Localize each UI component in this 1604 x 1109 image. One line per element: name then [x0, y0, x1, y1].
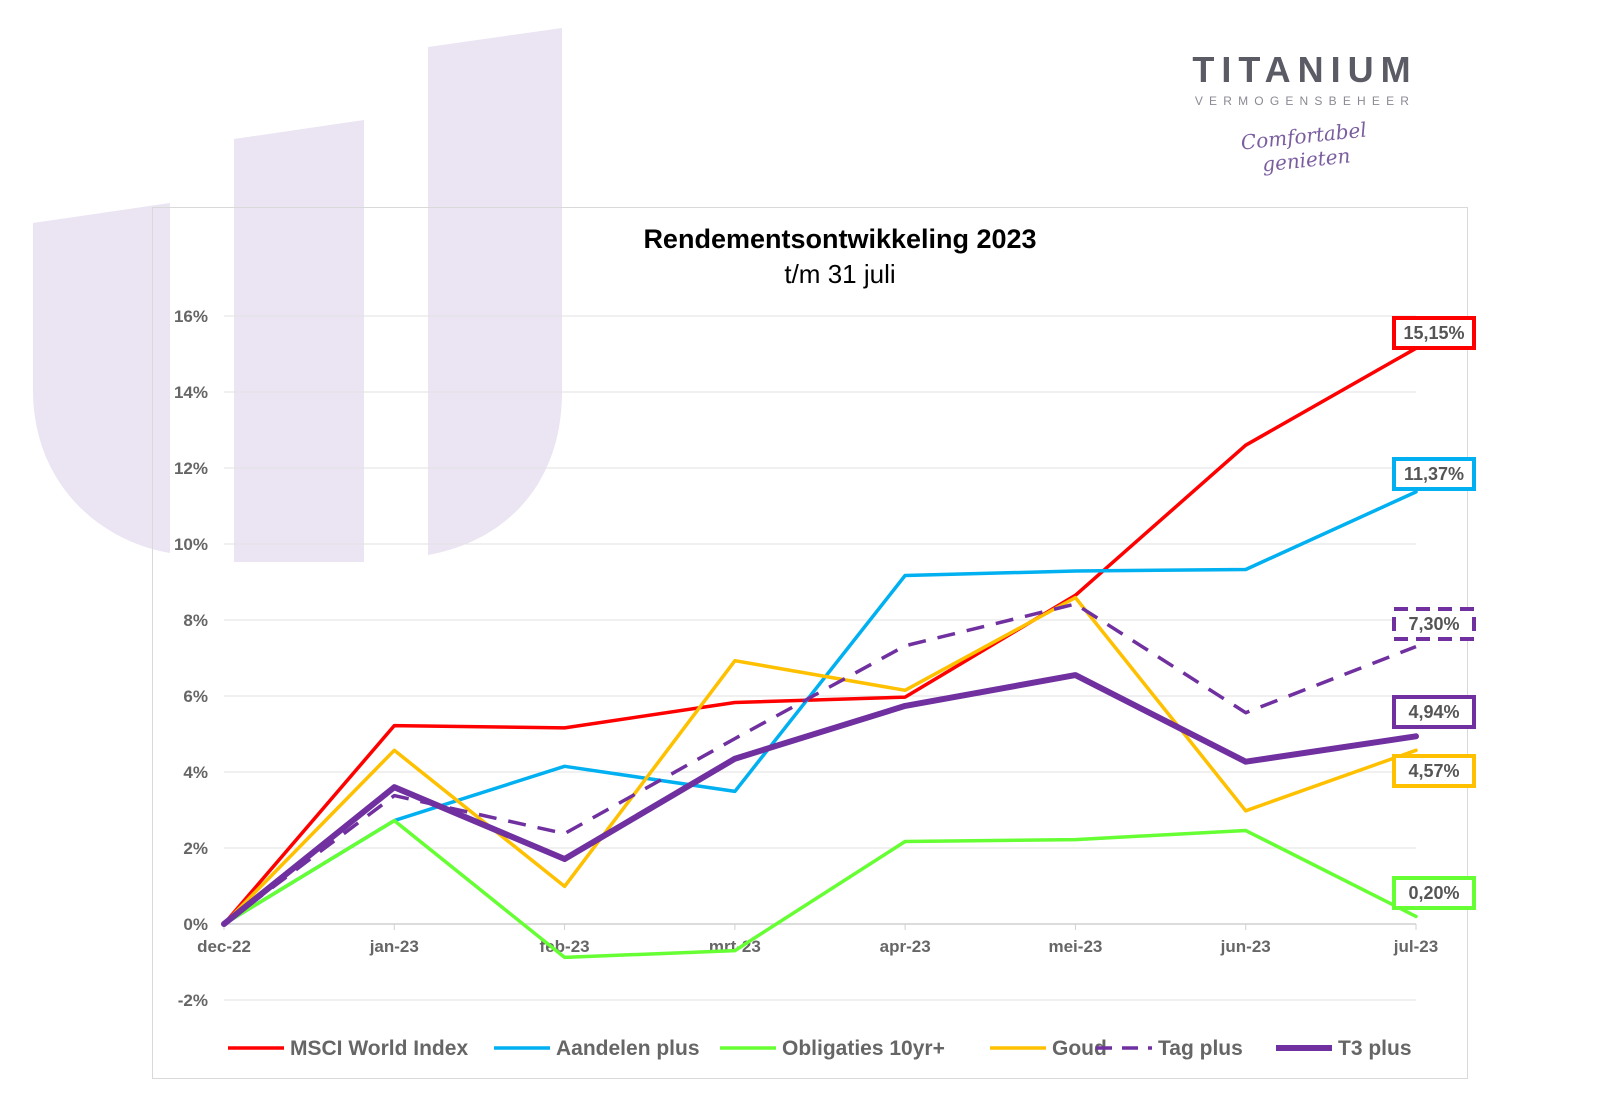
y-tick-label: 10% — [174, 535, 208, 554]
y-tick-label: 2% — [183, 839, 208, 858]
y-tick-label: 4% — [183, 763, 208, 782]
legend-entry: Aandelen plus — [556, 1037, 700, 1060]
legend-entry: Goud — [1052, 1037, 1107, 1060]
series-line — [222, 346, 1418, 926]
chart-subtitle: t/m 31 juli — [784, 259, 896, 289]
chart-frame — [152, 207, 1468, 1079]
chart-title: Rendementsontwikkeling 2023 — [643, 224, 1037, 254]
x-tick-label: dec-22 — [197, 937, 251, 956]
x-tick-label: jun-23 — [1220, 937, 1271, 956]
legend-entry: T3 plus — [1338, 1037, 1412, 1060]
y-tick-label: 12% — [174, 459, 208, 478]
series-line — [222, 602, 1417, 926]
end-value-label: 7,30% — [1408, 614, 1459, 634]
end-value-box — [1392, 607, 1476, 641]
end-value-label: 4,94% — [1408, 702, 1459, 722]
x-tick-label: jan-23 — [369, 937, 419, 956]
x-tick-label: jul-23 — [1393, 937, 1438, 956]
y-tick-label: 6% — [183, 687, 208, 706]
end-value-box — [1392, 457, 1476, 491]
end-value-label: 0,20% — [1408, 883, 1459, 903]
end-value-label: 4,57% — [1408, 761, 1459, 781]
series-line — [222, 490, 1418, 926]
series-line — [222, 818, 1418, 960]
end-value-label: 11,37% — [1404, 464, 1464, 484]
end-value-box — [1392, 316, 1476, 350]
x-tick-label: feb-23 — [540, 937, 590, 956]
legend-entry: Tag plus — [1158, 1037, 1243, 1060]
legend-entry: MSCI World Index — [290, 1037, 468, 1060]
y-tick-label: 8% — [183, 611, 208, 630]
end-value-box — [1392, 695, 1476, 729]
brand-name: TITANIUM — [1192, 49, 1418, 90]
series-line — [221, 672, 1419, 927]
y-tick-label: 14% — [174, 383, 208, 402]
end-value-box — [1392, 876, 1476, 910]
series-line — [222, 595, 1418, 926]
y-tick-label: 16% — [174, 307, 208, 326]
y-tick-label: -2% — [178, 991, 208, 1010]
end-value-box — [1392, 754, 1476, 788]
end-value-label: 15,15% — [1403, 323, 1464, 343]
legend-entry: Obligaties 10yr+ — [782, 1037, 945, 1060]
brand-subtitle: VERMOGENSBEHEER — [1194, 94, 1416, 108]
x-tick-label: mei-23 — [1048, 937, 1102, 956]
y-tick-label: 0% — [183, 915, 208, 934]
brand-logo: TITANIUM VERMOGENSBEHEER Comfortabel gen… — [1190, 49, 1420, 177]
x-tick-label: apr-23 — [880, 937, 931, 956]
